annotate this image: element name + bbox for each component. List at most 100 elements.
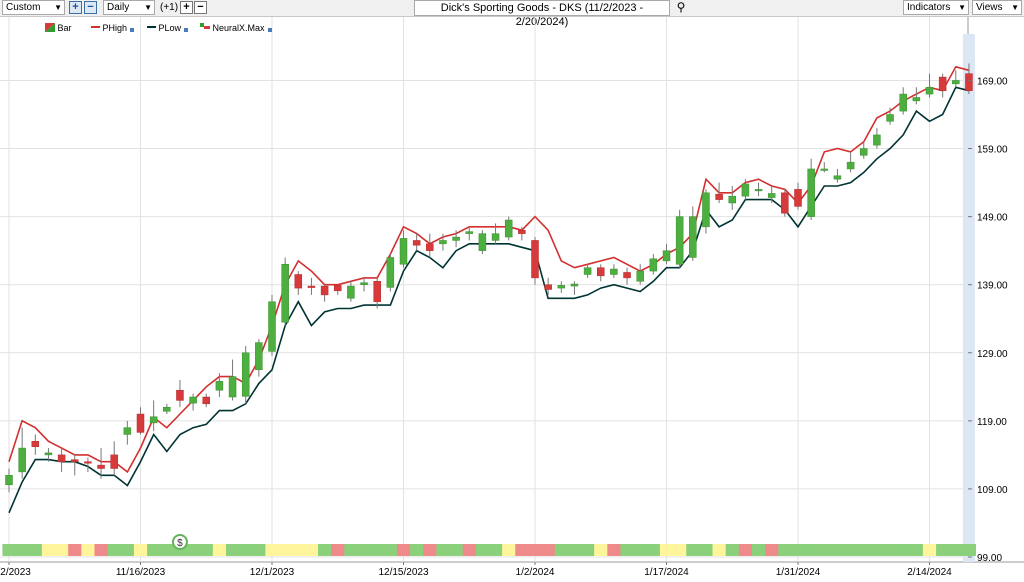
strip-cell [541,544,556,556]
bar-legend-icon [45,23,55,32]
signal-marker[interactable]: $ [171,534,188,550]
legend-item-phigh[interactable]: PHigh [91,23,135,33]
strip-cell [515,544,529,556]
signal-ring [171,534,188,550]
candle [899,87,907,115]
candle [610,264,618,278]
views-label: Views [976,2,1003,13]
strip-cell [594,544,608,556]
candle-body [189,396,197,404]
candle-body [570,283,579,287]
magnifier-icon[interactable]: ⚲ [676,0,686,14]
legend-item-bar[interactable]: Bar [45,23,72,33]
strip-cell [528,544,543,556]
candle [465,226,473,241]
candle [176,380,184,408]
candle-body [623,272,631,279]
candle [623,267,631,285]
candle [478,230,487,255]
y-tick-label: 99.00 [977,553,1002,564]
candle-body [491,233,500,241]
candle-body [465,231,473,234]
indicators-button[interactable]: Indicators ▼ [903,0,969,15]
candle [320,284,329,302]
strip-cell [265,544,280,556]
strip-cell [396,544,411,556]
strip-cell [844,544,858,556]
candle-body [504,219,513,238]
strip-cell [607,544,621,556]
settings-dot-icon [184,28,189,32]
candle-body [715,193,723,200]
candle [399,230,408,268]
y-tick-label: 109.00 [977,485,1008,496]
symbol-title[interactable]: Dick's Sporting Goods - DKS (11/2/2023 -… [414,0,670,28]
strip-cell [765,544,779,556]
candle [57,448,66,472]
views-button[interactable]: Views ▼ [972,0,1022,15]
candle-body [241,352,250,397]
candle-body [518,229,526,234]
candle-body [347,285,355,299]
candle-body [794,189,802,207]
candle [268,294,276,357]
phigh-series-line [8,65,970,474]
candle [110,441,118,476]
strip-cell [199,544,214,556]
zoom-in-button[interactable]: + [69,1,82,14]
candle-body [702,192,710,228]
candle-body [689,216,697,258]
strip-cell [120,544,135,556]
indicators-label: Indicators [907,2,951,13]
interval-select[interactable]: Daily ▼ [103,0,155,15]
x-tick-label: 1/31/2024 [776,567,821,578]
candle [754,182,763,197]
candle [846,151,855,173]
strip-cell [291,544,306,556]
preset-select[interactable]: Custom ▼ [2,0,65,15]
candle [5,468,13,493]
candle-body [373,281,381,302]
candle-body [873,134,881,146]
strip-cell [15,544,30,556]
y-tick-label: 129.00 [977,349,1008,360]
legend-item-plow[interactable]: PLow [147,23,189,33]
zoom-out-button[interactable]: − [84,1,97,14]
strip-cell [81,544,95,556]
phigh-legend-icon [91,26,100,28]
candle-body [281,264,289,323]
candle [123,420,132,445]
strip-cell [581,544,595,556]
step-out-button[interactable]: − [194,1,207,14]
candle-body [767,193,776,198]
strip-cell [817,544,832,556]
chevron-down-icon: ▼ [54,3,62,12]
x-tick-label: 11/2/2023 [0,567,31,578]
candle [241,345,250,404]
candle-body [544,284,552,290]
strip-cell [2,544,17,556]
candle [334,284,342,295]
strip-cell [383,544,398,556]
step-in-button[interactable]: + [180,1,193,14]
candle [820,162,829,173]
strip-cell [962,544,977,556]
candle [675,209,684,268]
strip-cell [344,544,358,556]
candle [597,264,605,282]
candle [662,243,671,265]
candle-body [84,461,92,464]
grid [0,17,1024,563]
candle-body [399,238,408,265]
candle-body [123,427,132,435]
legend-item-neuralx[interactable]: NeuralX.Max [200,23,272,33]
strip-cell [567,544,582,556]
candle [189,393,197,411]
candle-body [149,416,158,424]
strip-cell [475,544,490,556]
strip-cell [107,544,122,556]
candle [965,63,973,95]
candle [215,373,224,398]
strip-cell [304,544,319,556]
